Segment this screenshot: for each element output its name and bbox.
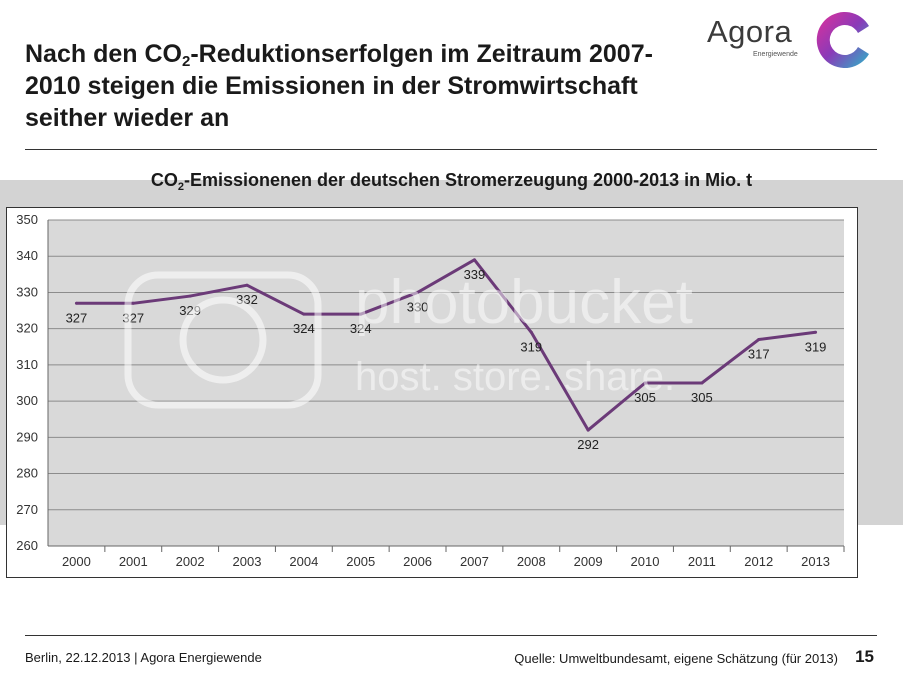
x-tick-label: 2000 [62, 554, 91, 569]
data-point [188, 294, 192, 298]
data-label: 329 [179, 303, 201, 318]
x-tick-label: 2001 [119, 554, 148, 569]
data-point [131, 301, 135, 305]
y-tick-label: 270 [16, 502, 38, 517]
footer-location-date: Berlin, 22.12.2013 | Agora Energiewende [25, 650, 262, 665]
x-tick-label: 2013 [801, 554, 830, 569]
data-point [757, 338, 761, 342]
logo-word: Agora [707, 14, 793, 49]
agora-logo: Agora Energiewende [705, 6, 885, 76]
data-label: 332 [236, 292, 258, 307]
data-point [814, 330, 818, 334]
title-divider [25, 149, 877, 150]
data-point [700, 381, 704, 385]
page-number: 15 [855, 647, 874, 666]
footer-source: Quelle: Umweltbundesamt, eigene Schätzun… [514, 651, 838, 666]
chart-title: CO2-Emissionenen der deutschen Stromerze… [150, 170, 753, 193]
y-tick-label: 350 [16, 212, 38, 227]
y-tick-label: 260 [16, 538, 38, 553]
data-point [586, 428, 590, 432]
data-point [302, 312, 306, 316]
x-tick-label: 2004 [289, 554, 318, 569]
y-tick-label: 280 [16, 466, 38, 481]
data-label: 305 [634, 390, 656, 405]
x-tick-label: 2008 [517, 554, 546, 569]
y-tick-label: 300 [16, 393, 38, 408]
data-point [245, 283, 249, 287]
data-point [74, 301, 78, 305]
data-label: 339 [464, 267, 486, 282]
y-tick-label: 330 [16, 284, 38, 299]
footer-divider [25, 635, 877, 636]
data-label: 327 [66, 310, 88, 325]
x-tick-label: 2010 [631, 554, 660, 569]
slide-title: Nach den CO2-Reduktionserfolgen im Zeitr… [25, 40, 653, 132]
data-point [529, 330, 533, 334]
x-tick-label: 2012 [744, 554, 773, 569]
emissions-line-chart: 260 270 280 290 300 310 320 330 340 350 2000 2001 2… [6, 207, 858, 578]
data-label: 319 [520, 339, 542, 354]
data-label: 324 [293, 321, 315, 336]
data-label: 330 [407, 299, 429, 314]
x-tick-label: 2011 [688, 554, 716, 569]
plot-area [48, 220, 844, 546]
data-label: 327 [122, 310, 144, 325]
agora-logo-icon [816, 12, 869, 69]
data-point [472, 258, 476, 262]
x-tick-label: 2003 [233, 554, 262, 569]
x-tick-label: 2006 [403, 554, 432, 569]
y-tick-label: 320 [16, 321, 38, 336]
x-tick-label: 2007 [460, 554, 489, 569]
data-point [643, 381, 647, 385]
y-tick-label: 340 [16, 248, 38, 263]
data-label: 324 [350, 321, 372, 336]
data-label: 292 [577, 437, 599, 452]
x-tick-label: 2005 [346, 554, 375, 569]
y-tick-label: 290 [16, 429, 38, 444]
y-tick-label: 310 [16, 357, 38, 372]
data-label: 319 [805, 339, 827, 354]
data-label: 305 [691, 390, 713, 405]
data-point [416, 290, 420, 294]
data-label: 317 [748, 347, 770, 362]
x-tick-label: 2009 [574, 554, 603, 569]
data-point [359, 312, 363, 316]
logo-subtitle: Energiewende [753, 51, 798, 58]
x-tick-label: 2002 [176, 554, 205, 569]
